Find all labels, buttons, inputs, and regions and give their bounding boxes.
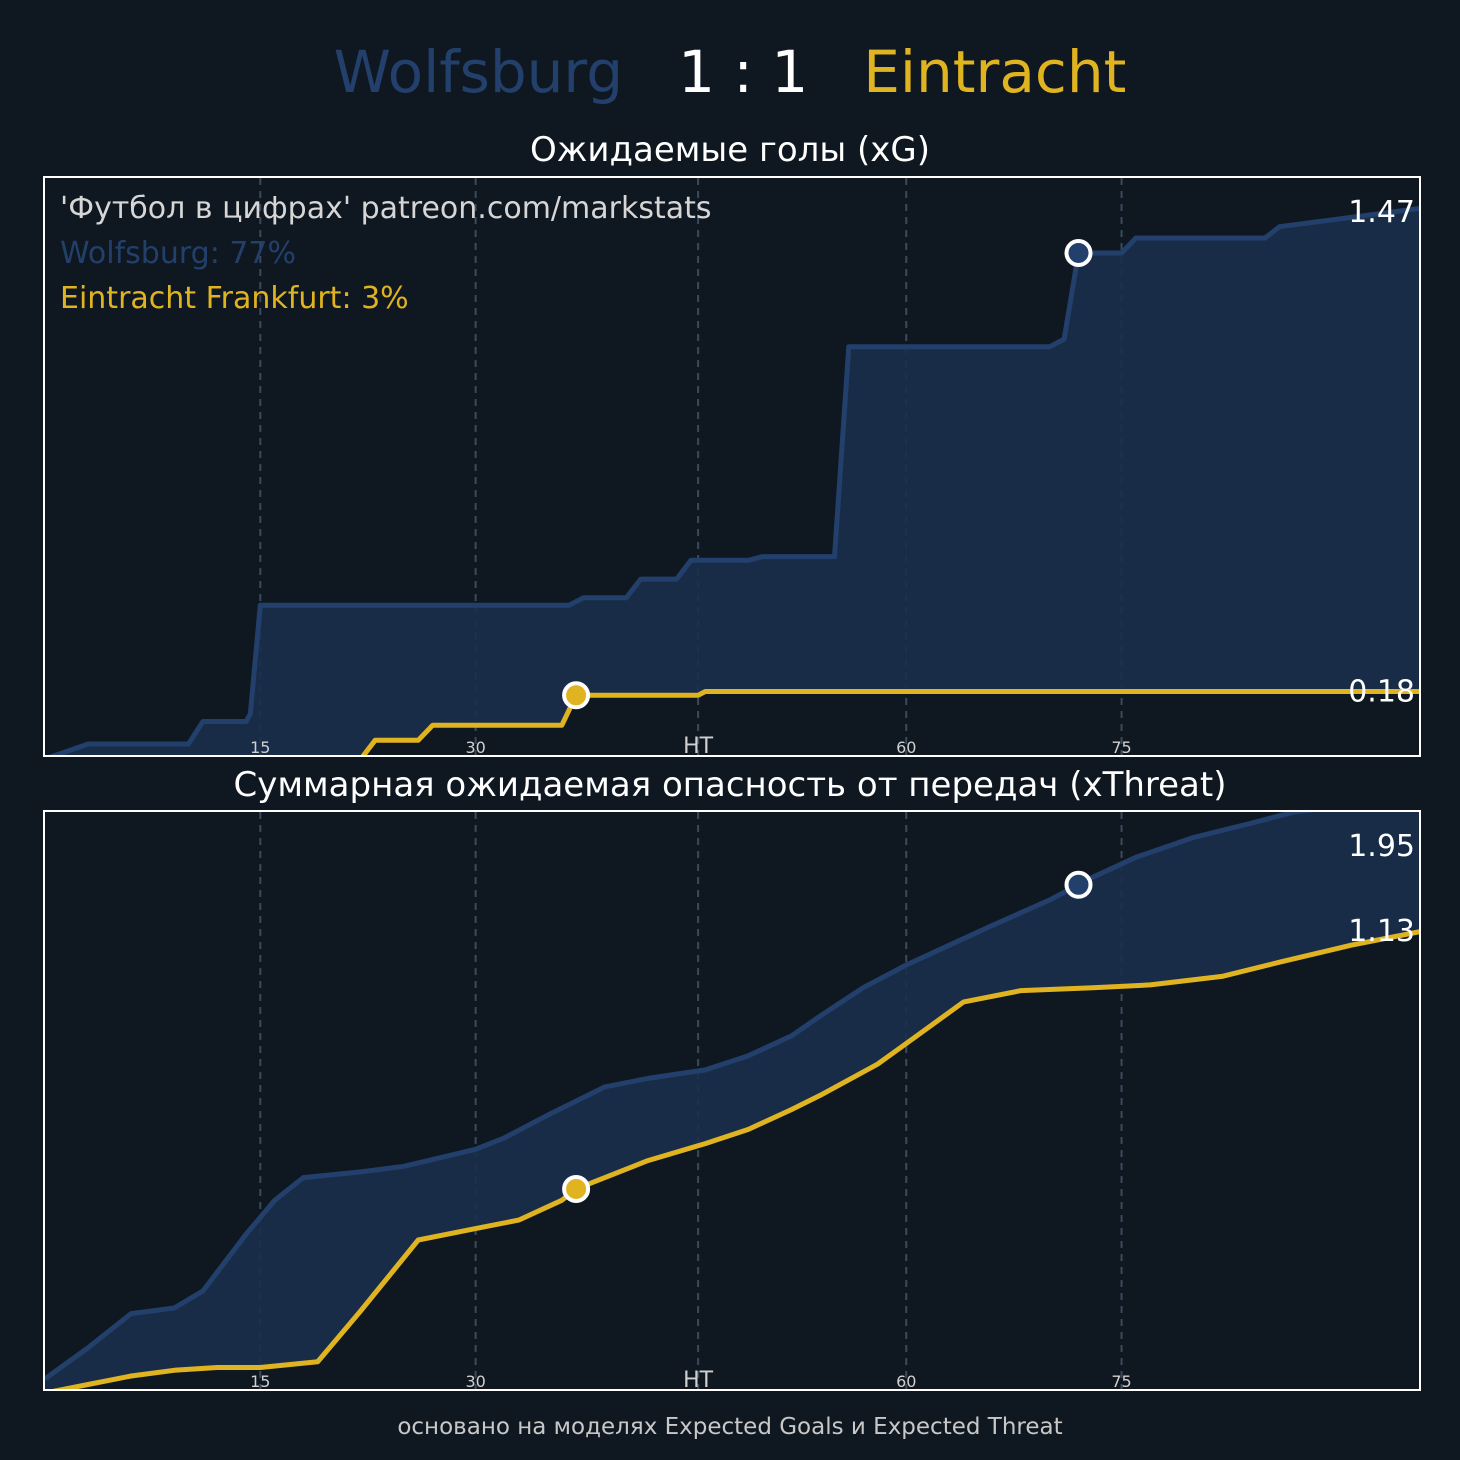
away-goal-marker — [562, 1174, 591, 1203]
footer-note: основано на моделях Expected Goals и Exp… — [397, 1414, 1063, 1440]
xthreat-chart: 15 30 HT 60 75 1.95 1.13 — [43, 810, 1421, 1391]
away-final-value: 0.18 — [1348, 675, 1415, 710]
x-tick-label: 30 — [465, 738, 485, 757]
home-series-line — [45, 812, 1316, 1381]
chart-legend: 'Футбол в цифрах' patreon.com/markstats … — [60, 186, 712, 321]
x-tick-label: 75 — [1111, 738, 1131, 757]
x-tick-label: 60 — [896, 738, 916, 757]
x-tick-label: 30 — [465, 1372, 485, 1391]
credit-text: 'Футбол в цифрах' patreon.com/markstats — [60, 191, 712, 226]
home-series-line — [48, 206, 1419, 755]
xg-chart: 15 30 HT 60 75 1.47 0.18 'Футбол в цифрах' pat… — [43, 176, 1421, 757]
away-final-value: 1.13 — [1348, 914, 1415, 949]
home-win-probability: Wolfsburg: 77% — [60, 236, 297, 271]
away-team-name: Eintracht — [863, 38, 1127, 106]
xg-chart-svg: 15 30 HT 60 75 1.47 0.18 — [48, 178, 1419, 757]
xg-difference-area — [56, 208, 1419, 755]
match-score: 1 : 1 — [678, 38, 809, 106]
x-tick-label: 75 — [1111, 1372, 1131, 1391]
xg-chart-title: Ожидаемые голы (xG) — [529, 130, 930, 170]
away-series-line — [360, 689, 1419, 755]
away-win-probability: Eintracht Frankfurt: 3% — [60, 281, 409, 316]
home-final-value: 1.95 — [1348, 829, 1415, 864]
x-tick-label: 15 — [250, 1372, 270, 1391]
xthreat-chart-title: Суммарная ожидаемая опасность от передач… — [233, 765, 1227, 805]
match-header: Wolfsburg 1 : 1 Eintracht — [0, 32, 1460, 112]
away-series-line — [52, 929, 1419, 1389]
home-final-value: 1.47 — [1348, 195, 1415, 230]
xg-difference-area — [45, 812, 1419, 1389]
away-goal-marker — [562, 681, 591, 710]
xthreat-chart-svg: 15 30 HT 60 75 1.95 1.13 — [45, 812, 1419, 1391]
home-team-name: Wolfsburg — [333, 38, 624, 106]
x-tick-label: 60 — [896, 1372, 916, 1391]
home-goal-marker — [1064, 870, 1093, 899]
x-tick-label: HT — [683, 734, 714, 757]
x-tick-label: 15 — [250, 738, 270, 757]
x-tick-label: HT — [683, 1368, 714, 1391]
home-goal-marker — [1064, 238, 1093, 267]
